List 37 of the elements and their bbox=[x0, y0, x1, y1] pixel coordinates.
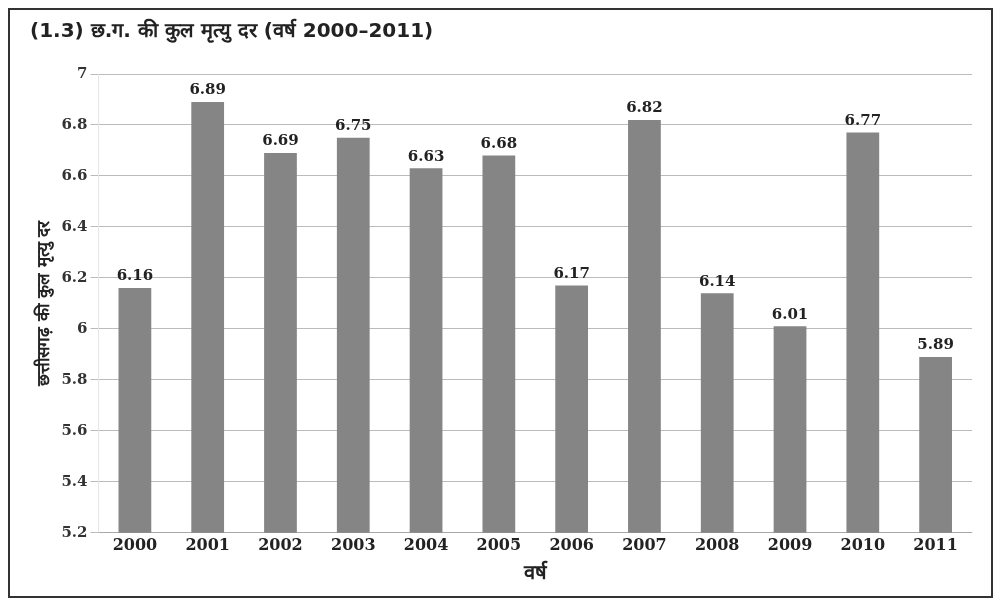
x-tick-label: 2001 bbox=[185, 534, 230, 554]
x-tick-label: 2007 bbox=[622, 534, 667, 554]
x-axis-title: वर्ष bbox=[522, 560, 548, 585]
y-tick-label: 5.8 bbox=[61, 369, 88, 388]
x-tick-label: 2008 bbox=[694, 534, 740, 554]
data-label: 5.89 bbox=[917, 335, 954, 354]
x-tick-label: 2005 bbox=[476, 534, 522, 554]
x-tick-label: 2003 bbox=[331, 534, 376, 554]
x-tick-label: 2002 bbox=[258, 534, 303, 554]
data-label: 6.01 bbox=[771, 304, 809, 323]
y-tick-label: 5.2 bbox=[61, 522, 88, 541]
x-tick-label: 2004 bbox=[403, 534, 449, 554]
y-tick-label: 6.6 bbox=[61, 165, 88, 184]
x-tick-label: 2010 bbox=[840, 534, 886, 554]
data-label: 6.14 bbox=[698, 271, 736, 290]
data-label: 6.68 bbox=[480, 133, 518, 152]
y-axis-title: छत्तीसगढ़ की कुल मृत्यु दर bbox=[32, 219, 54, 388]
y-tick-label: 6.2 bbox=[61, 267, 88, 286]
data-label: 6.89 bbox=[189, 80, 226, 99]
y-tick-label: 5.4 bbox=[61, 471, 88, 490]
x-tick-label: 2000 bbox=[112, 534, 158, 554]
data-label: 6.63 bbox=[407, 146, 445, 165]
y-tick-label: 6.8 bbox=[61, 114, 88, 133]
data-label: 6.75 bbox=[334, 116, 372, 135]
x-tick-label: 2009 bbox=[767, 534, 813, 554]
data-label: 6.16 bbox=[116, 266, 154, 285]
y-tick-label: 7 bbox=[77, 63, 88, 82]
y-tick-label: 6 bbox=[77, 318, 88, 337]
x-tick-label: 2006 bbox=[549, 534, 594, 554]
data-label: 6.17 bbox=[553, 263, 590, 282]
y-tick-label: 5.6 bbox=[61, 420, 88, 439]
data-label: 6.69 bbox=[262, 131, 299, 150]
y-tick-label: 6.4 bbox=[61, 216, 88, 235]
x-tick-label: 2011 bbox=[913, 534, 958, 554]
chart-title: (1.3) छ.ग. की कुल मृत्यु दर (वर्ष 2000–2011) bbox=[30, 18, 434, 44]
data-label: 6.77 bbox=[844, 111, 882, 130]
data-label: 6.82 bbox=[626, 98, 663, 117]
